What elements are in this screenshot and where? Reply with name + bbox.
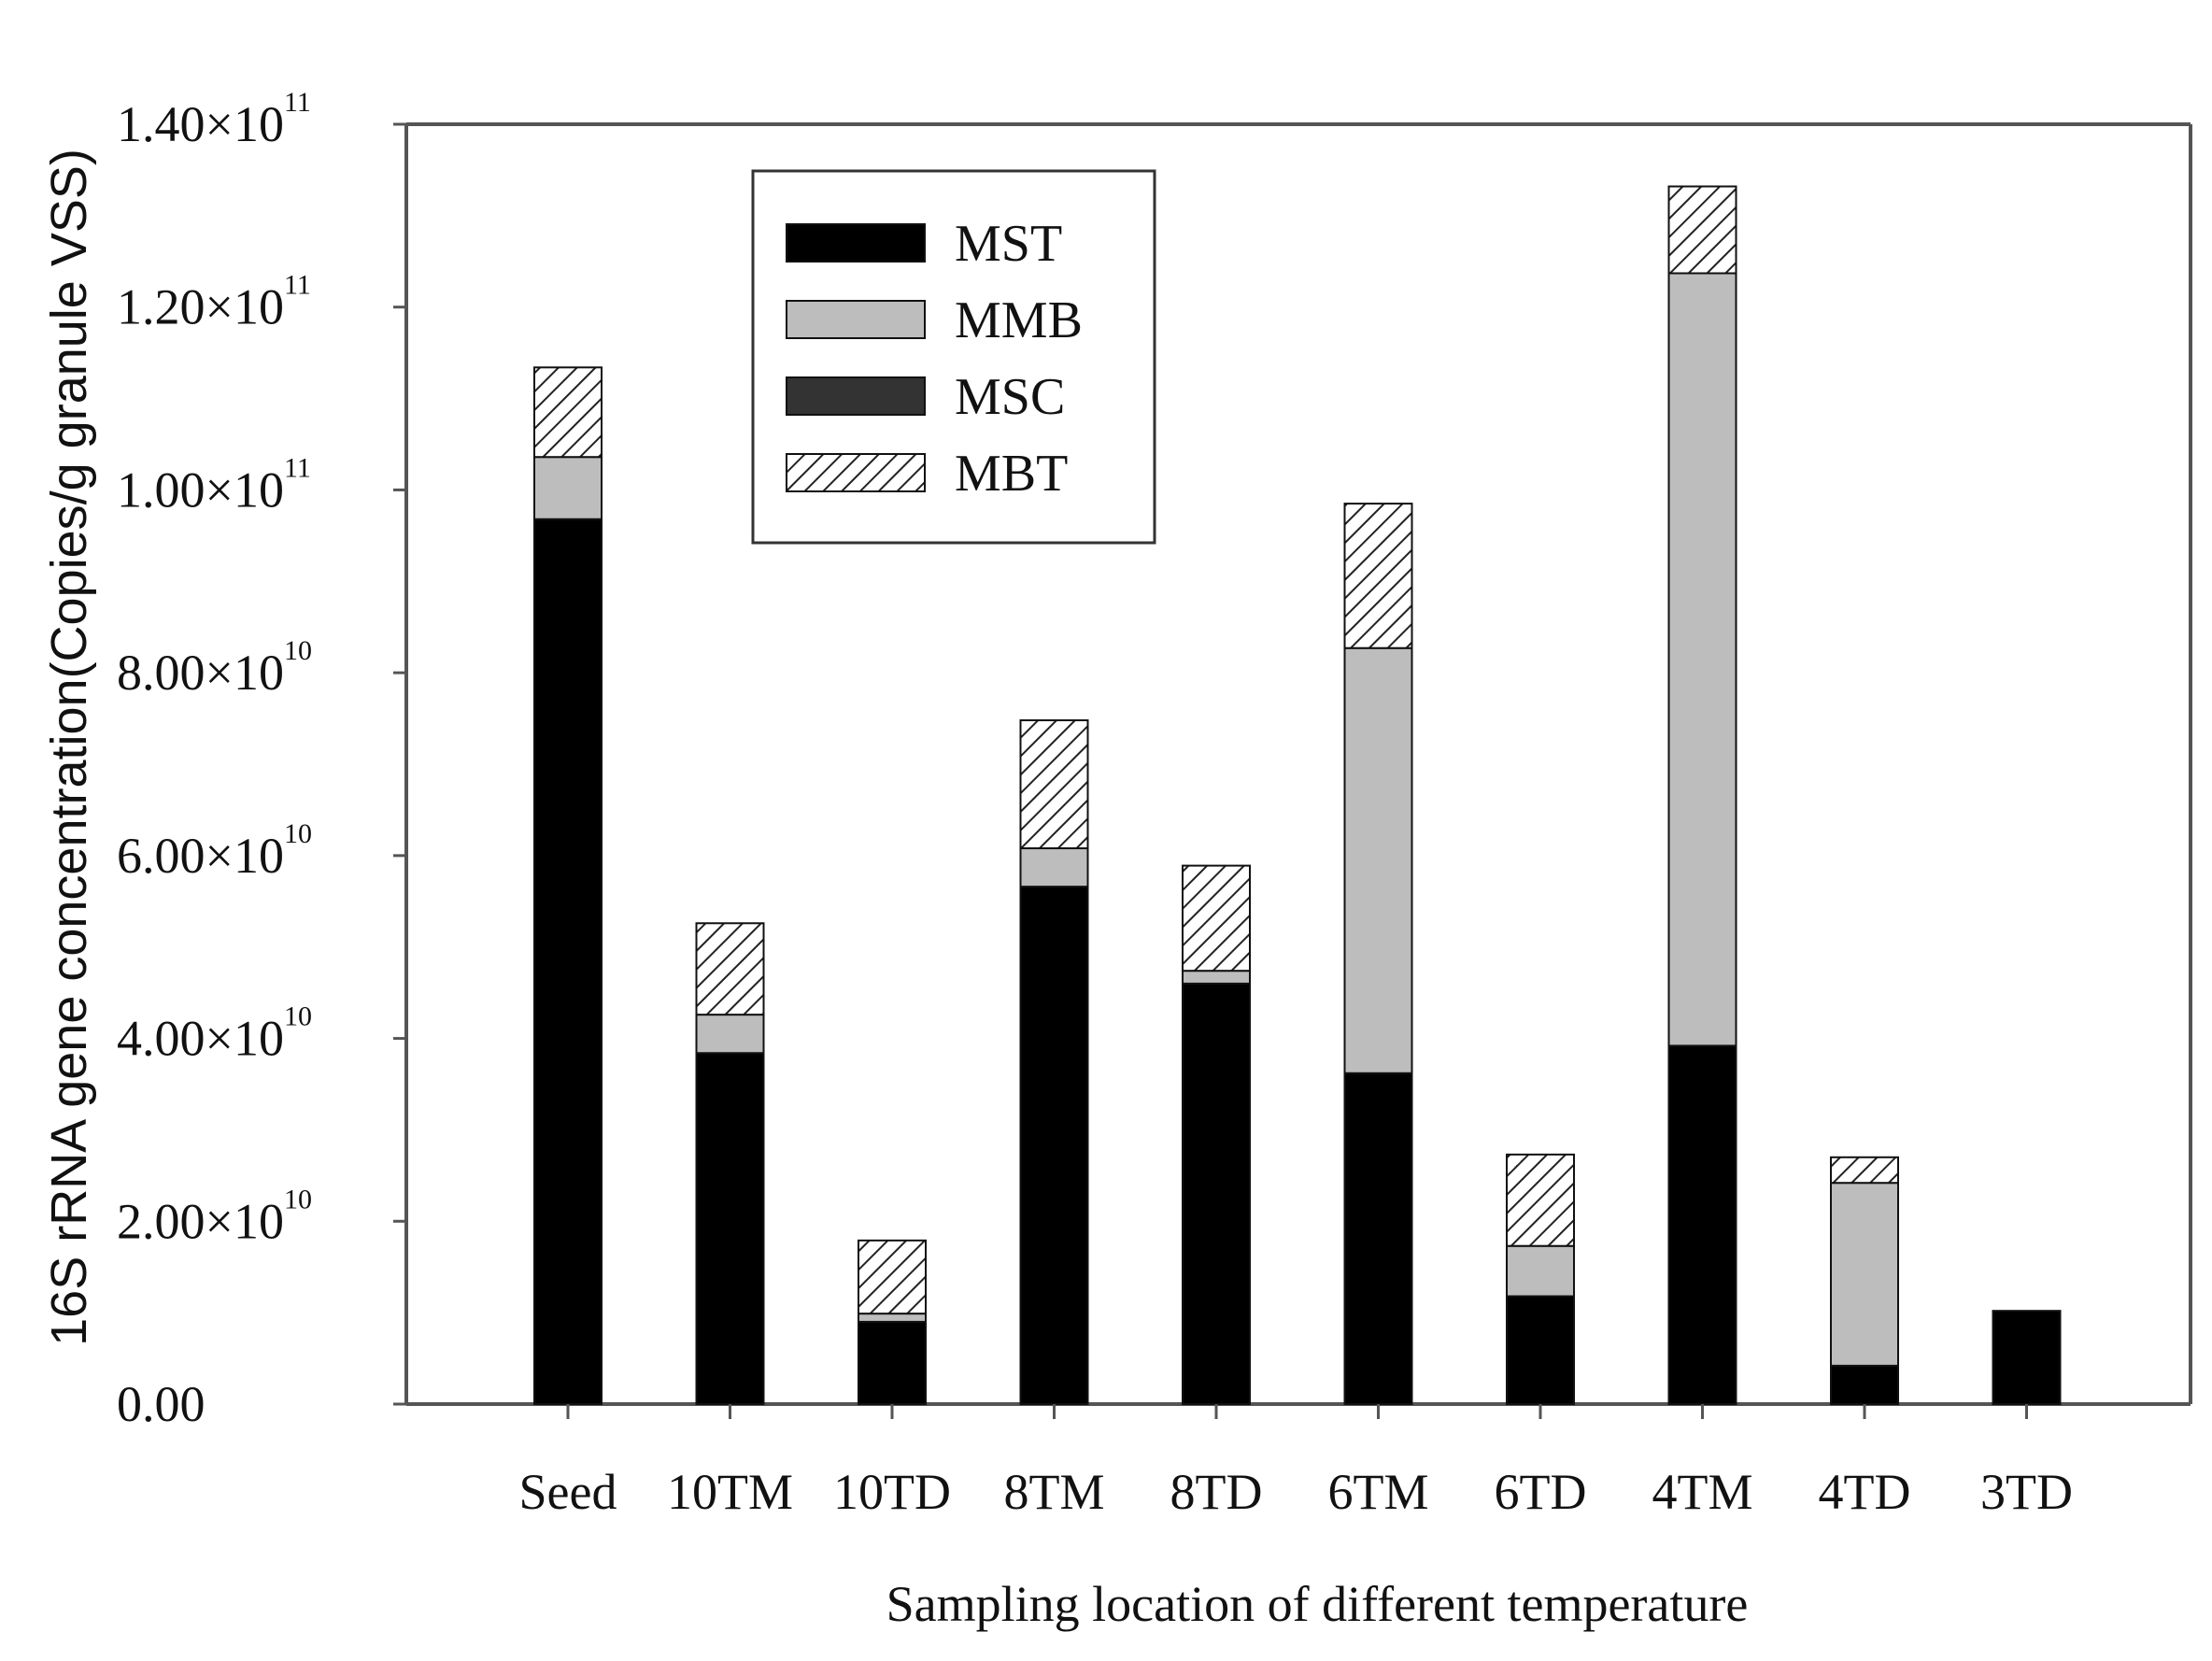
y-tick-exponent: 10 — [284, 635, 312, 666]
bars — [533, 185, 2062, 1406]
bar-segment-mst — [1667, 1044, 1737, 1406]
x-tick-label: 6TD — [1495, 1464, 1587, 1520]
legend-item-mmb: MMB — [786, 291, 1083, 349]
y-tick-label: 1.20×1011 — [117, 270, 311, 335]
bar-segment-mbt — [533, 366, 603, 459]
bar-stack-6td — [1506, 1153, 1575, 1405]
x-tick-label: 4TM — [1652, 1464, 1753, 1520]
bar-segment-mst — [1992, 1310, 2062, 1405]
bar-segment-mbt — [1506, 1153, 1575, 1247]
bar-segment-mmb — [1182, 970, 1251, 985]
legend-swatch — [786, 376, 926, 416]
legend: MST MMB MSC MBT — [751, 169, 1156, 545]
legend-item-mbt: MBT — [786, 445, 1068, 503]
y-tick-exponent: 11 — [284, 270, 311, 301]
bar-segment-mmb — [858, 1313, 927, 1323]
legend-label: MBT — [955, 445, 1068, 503]
bar-stack-3td — [1992, 1310, 2062, 1405]
bar-stack-8td — [1182, 864, 1251, 1406]
bar-segment-mmb — [695, 1014, 765, 1055]
x-tick-label: 4TD — [1819, 1464, 1911, 1520]
bar-segment-mst — [1019, 886, 1089, 1405]
y-tick-exponent: 10 — [284, 1001, 312, 1032]
bar-segment-mbt — [1019, 719, 1089, 850]
x-tick-label: Seed — [519, 1464, 617, 1520]
bar-segment-mst — [1830, 1364, 1899, 1406]
bar-stack-10td — [858, 1239, 927, 1406]
bar-segment-mst — [1506, 1295, 1575, 1405]
x-tick-label: 6TM — [1328, 1464, 1429, 1520]
y-tick-label: 8.00×1010 — [117, 635, 312, 701]
y-tick-label: 4.00×1010 — [117, 1001, 312, 1067]
y-axis-ticks: 0.00 2.00×1010 4.00×1010 6.00×1010 8.00×1010… — [117, 87, 406, 1432]
y-axis-label: 16S rRNA gene concentration(Copies/g gra… — [41, 149, 97, 1346]
bar-segment-mst — [858, 1320, 927, 1406]
y-tick-label: 6.00×1010 — [117, 818, 312, 884]
y-tick-label: 1.40×1011 — [117, 87, 311, 152]
bar-stack-4td — [1830, 1156, 1899, 1406]
bar-segment-mbt — [695, 922, 765, 1016]
bar-segment-mbt — [1830, 1156, 1899, 1185]
bar-segment-mbt — [858, 1239, 927, 1315]
legend-swatch — [786, 223, 926, 263]
bar-stack-4tm — [1667, 185, 1737, 1406]
legend-swatch — [786, 453, 926, 492]
legend-item-msc: MSC — [786, 368, 1065, 426]
bar-segment-mbt — [1343, 503, 1413, 649]
y-tick-exponent: 11 — [284, 452, 311, 483]
x-tick-label: 10TD — [833, 1464, 951, 1520]
bar-segment-mst — [1182, 982, 1251, 1406]
x-tick-label: 8TD — [1170, 1464, 1263, 1520]
bar-segment-mmb — [1019, 847, 1089, 888]
y-tick-exponent: 10 — [284, 818, 312, 849]
x-tick-label: 8TM — [1004, 1464, 1105, 1520]
x-tick-label: 3TD — [1980, 1464, 2073, 1520]
y-tick-label: 2.00×1010 — [117, 1184, 312, 1249]
bar-segment-mst — [533, 518, 603, 1405]
bar-stack-seed — [533, 366, 603, 1405]
bar-segment-mmb — [1343, 646, 1413, 1074]
x-axis-label: Sampling location of different temperatu… — [886, 1576, 1749, 1632]
y-tick-exponent: 10 — [284, 1184, 312, 1214]
bar-segment-mst — [1343, 1072, 1413, 1406]
bar-stack-8tm — [1019, 719, 1089, 1405]
legend-label: MST — [955, 215, 1062, 273]
legend-item-mst: MST — [786, 215, 1062, 273]
y-tick-label: 1.00×1011 — [117, 452, 311, 518]
bar-segment-mmb — [1506, 1244, 1575, 1298]
bar-segment-mbt — [1667, 185, 1737, 275]
bar-segment-mmb — [1667, 272, 1737, 1047]
bar-segment-mmb — [533, 456, 603, 520]
legend-label: MSC — [955, 368, 1065, 426]
x-tick-label: 10TM — [667, 1464, 793, 1520]
y-tick-label: 0.00 — [117, 1376, 206, 1432]
y-tick-exponent: 11 — [284, 87, 311, 118]
bar-segment-mbt — [1182, 864, 1251, 972]
bar-segment-mst — [695, 1052, 765, 1405]
bar-segment-mmb — [1830, 1182, 1899, 1367]
x-axis-tick-labels: Seed 10TM 10TD 8TM 8TD 6TM 6TD 4TM 4TD 3TD — [519, 1404, 2073, 1520]
bar-stack-10tm — [695, 922, 765, 1405]
legend-label: MMB — [955, 291, 1083, 349]
bar-stack-6tm — [1343, 503, 1413, 1406]
legend-swatch — [786, 300, 926, 339]
